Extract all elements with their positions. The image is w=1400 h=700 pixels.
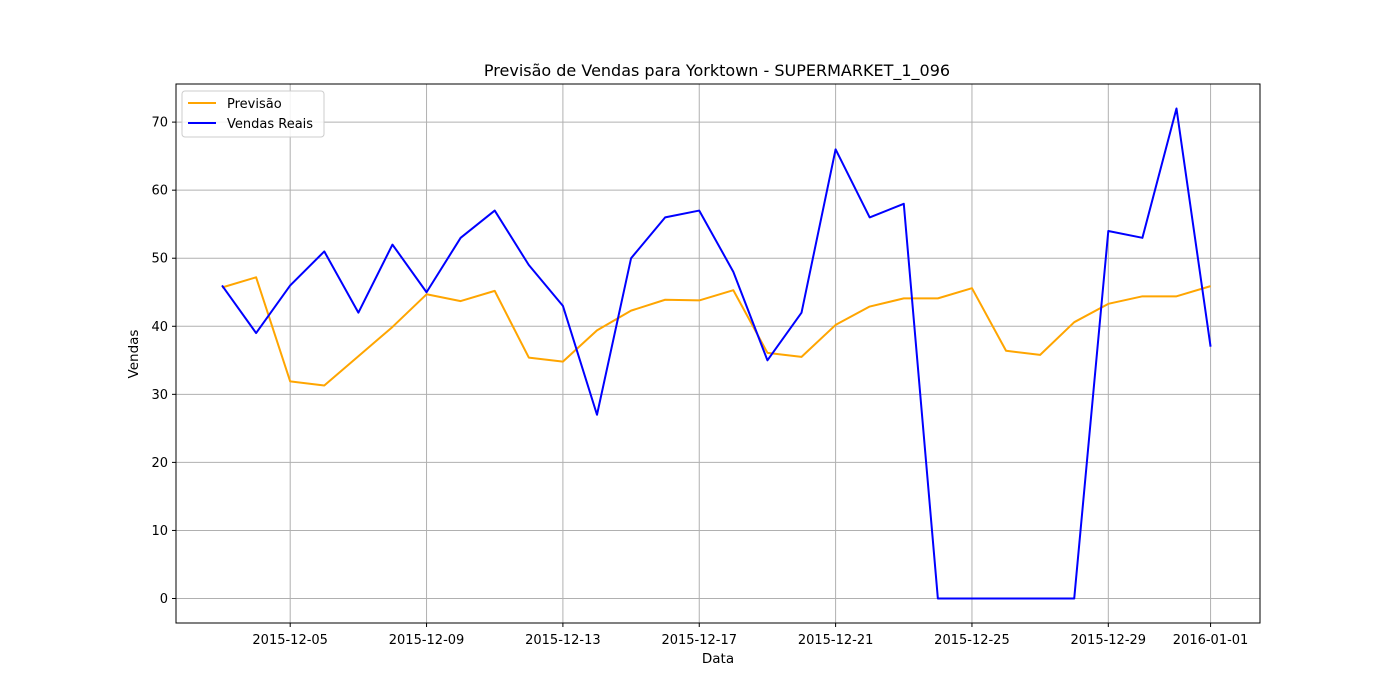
y-axis-label: Vendas bbox=[126, 330, 142, 379]
x-tick-label: 2015-12-25 bbox=[934, 633, 1010, 648]
series-line-previsao bbox=[221, 276, 1211, 387]
y-tick-label: 20 bbox=[151, 456, 168, 471]
y-tick-label: 50 bbox=[151, 252, 168, 267]
y-tick-label: 30 bbox=[151, 388, 168, 403]
series-line-vendas-reais bbox=[221, 107, 1212, 600]
x-tick-label: 2015-12-13 bbox=[525, 633, 601, 648]
y-tick-label: 70 bbox=[151, 116, 168, 131]
x-axis-ticks: 2015-12-05 2015-12-09 2015-12-13 2015-12-17… bbox=[252, 623, 1248, 648]
y-tick-label: 40 bbox=[151, 320, 168, 335]
legend-label-previsao: Previsão bbox=[227, 97, 282, 112]
legend-box bbox=[181, 90, 325, 138]
legend-label-vendas-reais: Vendas Reais bbox=[227, 117, 313, 132]
grid-lines bbox=[176, 84, 1260, 623]
x-axis-label: Data bbox=[702, 651, 734, 667]
x-tick-label: 2015-12-29 bbox=[1071, 633, 1147, 648]
x-tick-label: 2015-12-05 bbox=[252, 633, 328, 648]
chart-title: Previsão de Vendas para Yorktown - SUPER… bbox=[484, 61, 950, 81]
series-lines bbox=[221, 107, 1212, 600]
legend: Previsão Vendas Reais bbox=[181, 90, 325, 138]
x-tick-label: 2015-12-17 bbox=[661, 633, 737, 648]
y-tick-label: 0 bbox=[160, 592, 168, 607]
x-tick-label: 2015-12-21 bbox=[798, 633, 874, 648]
y-tick-label: 10 bbox=[151, 524, 168, 539]
x-tick-label: 2015-12-09 bbox=[389, 633, 465, 648]
y-axis-ticks: 0 10 20 30 40 50 60 70 bbox=[151, 116, 176, 607]
plot-frame bbox=[175, 83, 1261, 624]
x-tick-label: 2016-01-01 bbox=[1173, 633, 1249, 648]
y-tick-label: 60 bbox=[151, 184, 168, 199]
